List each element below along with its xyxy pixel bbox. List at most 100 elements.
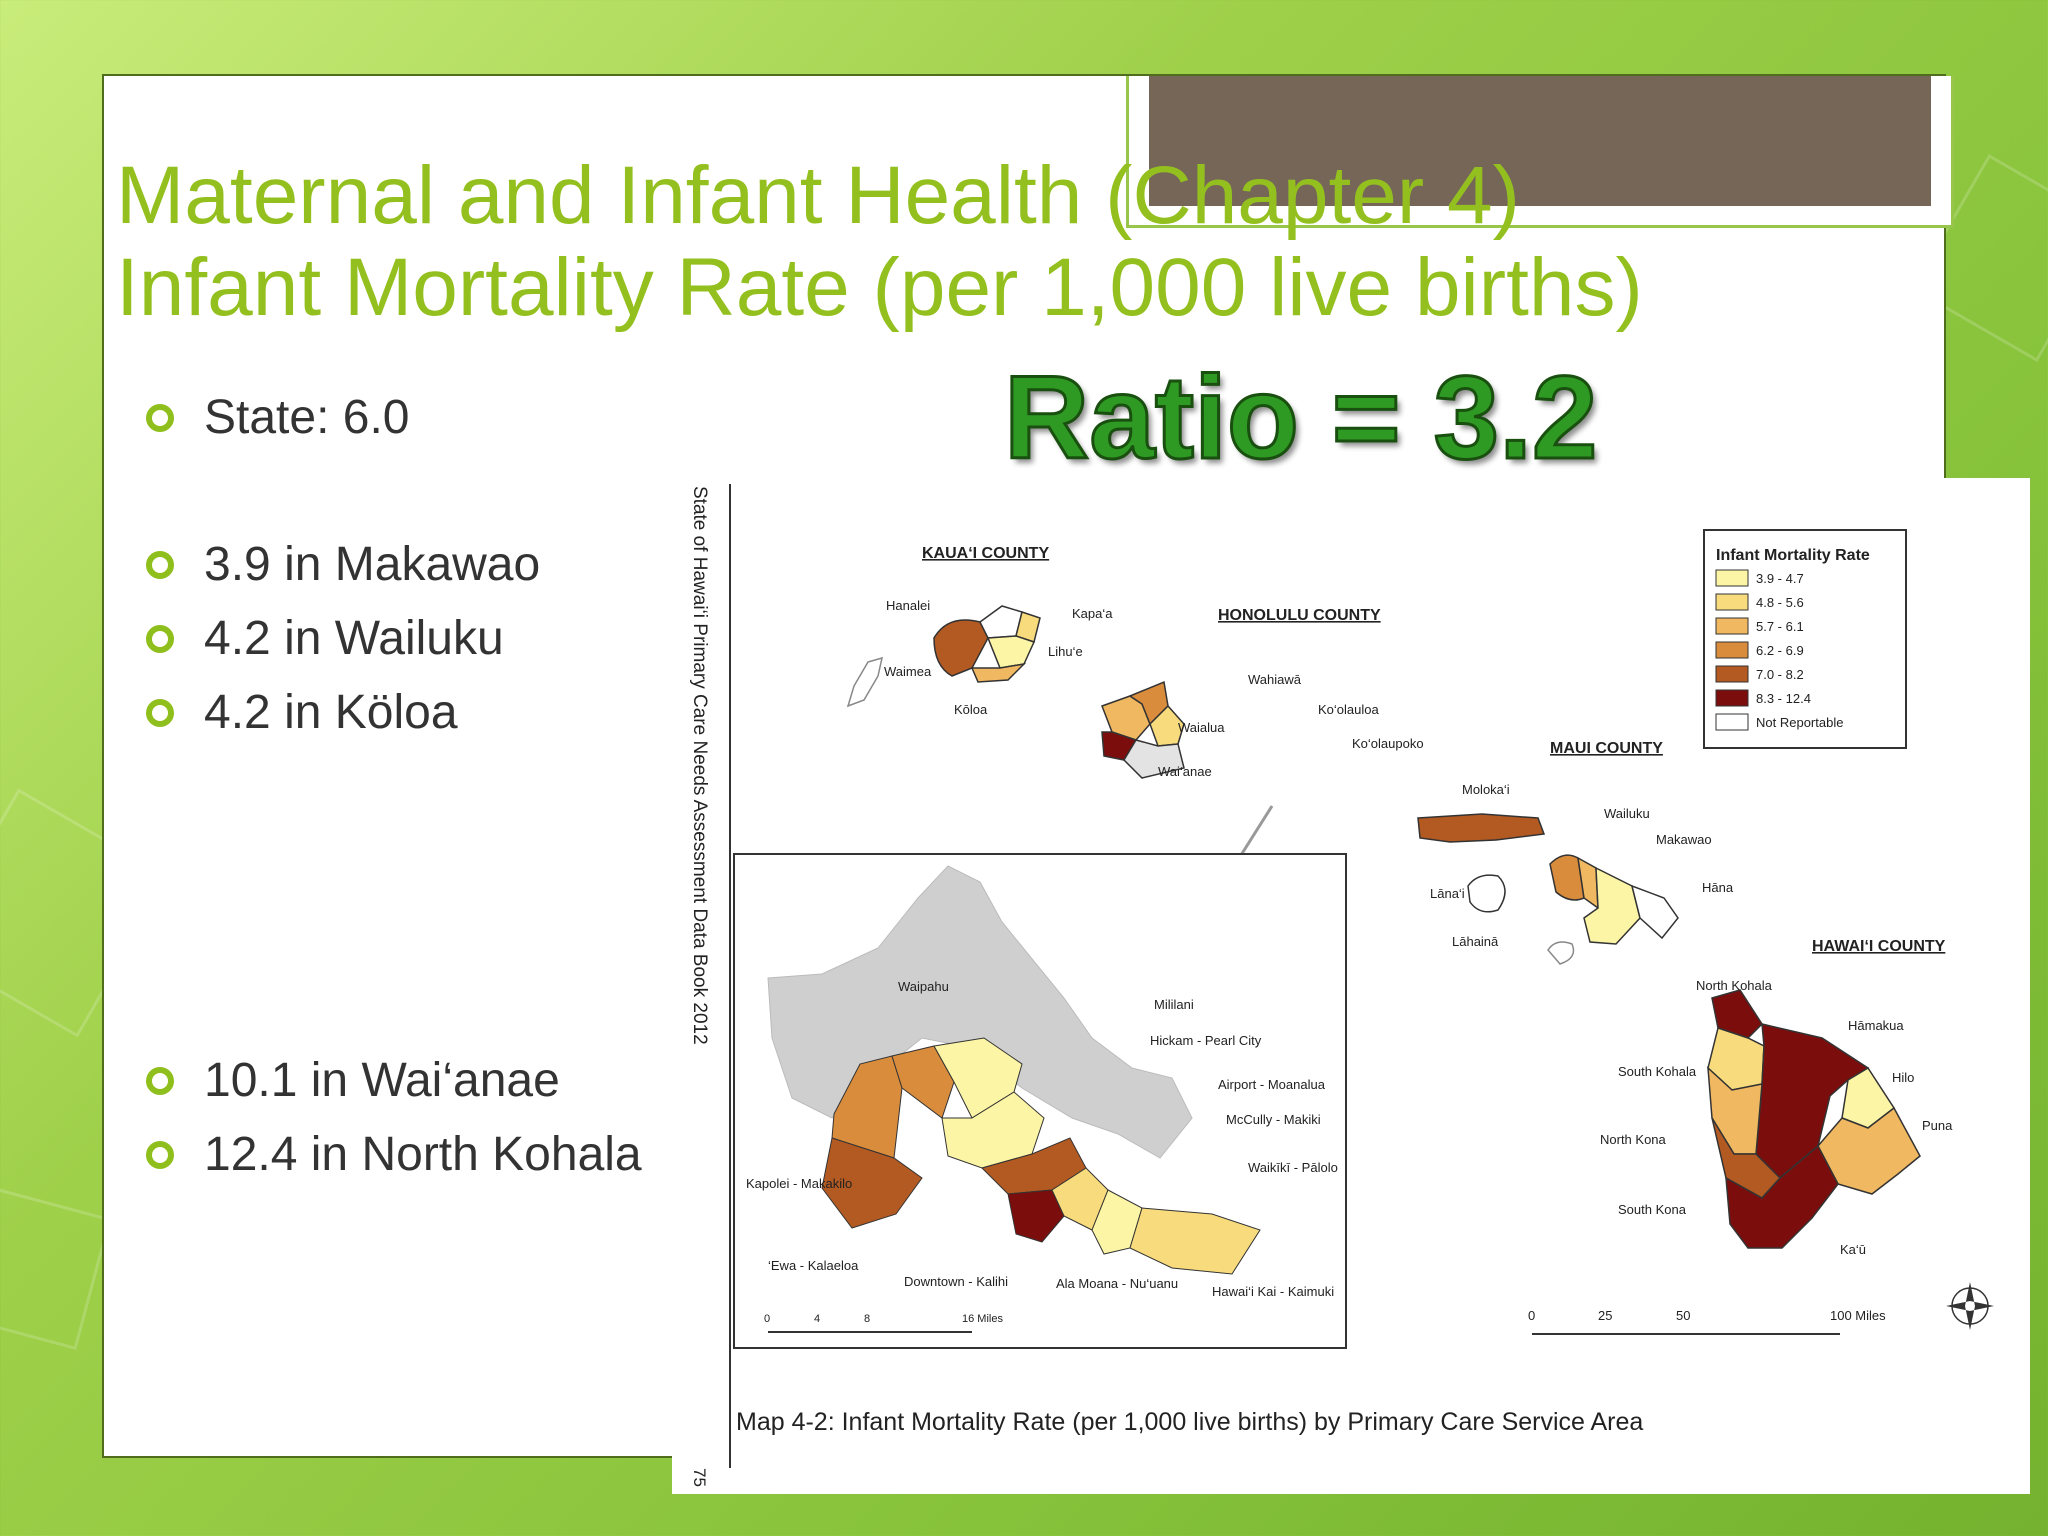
label-south-kohala: South Kohala (1618, 1064, 1697, 1079)
legend-item: 5.7 - 6.1 (1715, 617, 1804, 635)
legend-swatch (1715, 617, 1749, 635)
county-label-maui: MAUI COUNTY (1550, 740, 1663, 757)
main-scale-bar: 0 25 50 100 Miles (1528, 1308, 1886, 1335)
bullet-text: 4.2 in Wailuku (204, 612, 504, 665)
inset-region-hawaii-kai (1129, 1207, 1261, 1275)
legend-swatch (1715, 689, 1749, 707)
label-waialua: Waialua (1178, 720, 1225, 735)
bullet-text: 12.4 in North Kohala (204, 1128, 642, 1181)
kahoolawe-island (1547, 941, 1575, 965)
label-waianae: Wai‘anae (1158, 764, 1212, 779)
bullet-item: 3.9 in Makawao (146, 537, 540, 592)
region-koloa (970, 662, 1027, 683)
label-lahaina: Lāhainā (1452, 934, 1499, 949)
slide-title: Maternal and Infant Health (Chapter 4) I… (116, 150, 1643, 334)
region-hanalei (979, 605, 1023, 639)
region-koolaupoko (1149, 704, 1185, 747)
inset-region-waipahu (891, 1045, 955, 1119)
legend-label: 5.7 - 6.1 (1756, 619, 1804, 634)
region-waimea (933, 619, 989, 677)
hawaii-island (1707, 989, 1921, 1249)
label-puna: Puna (1922, 1118, 1953, 1133)
hawaii-mortality-map: State of Hawai‘i Primary Care Needs Asse… (689, 484, 1994, 1487)
oahu-island (1101, 680, 1185, 779)
inset-scale-bar: 0 4 8 16 Miles (764, 1313, 1003, 1333)
oahu-inset: Waipahu Mililani Hickam - Pearl City Air… (733, 853, 1347, 1349)
scale-tick: 16 Miles (962, 1313, 1003, 1325)
niihau-island (846, 656, 884, 708)
inset-label-hawaii-kai: Hawai‘i Kai - Kaimuki (1212, 1284, 1334, 1299)
map-figure: State of Hawai‘i Primary Care Needs Asse… (672, 478, 2030, 1494)
legend-frame (1703, 529, 1907, 749)
inset-frame (733, 853, 1347, 1349)
legend-item: 7.0 - 8.2 (1715, 665, 1804, 683)
label-lanai: Lāna‘i (1430, 886, 1465, 901)
region-honolulu-metro (1123, 739, 1185, 779)
county-label-kauai: KAUA‘I COUNTY (922, 545, 1049, 562)
label-makawao: Makawao (1656, 832, 1712, 847)
label-kapaa: Kapa‘a (1072, 606, 1113, 621)
label-koolaupoko: Ko‘olaupoko (1352, 736, 1424, 751)
bullet-icon (146, 624, 174, 653)
bullet-icon (146, 1066, 174, 1095)
region-hana (1630, 884, 1679, 940)
scale-tick: 0 (1528, 1308, 1535, 1323)
label-kau: Ka‘ū (1840, 1242, 1866, 1257)
legend-swatch (1715, 713, 1749, 731)
compass-rose-icon (1946, 1282, 1994, 1330)
legend-swatch (1715, 569, 1749, 587)
bullet-item: 10.1 in Wai‘anae (146, 1053, 560, 1108)
label-north-kohala: North Kohala (1696, 978, 1773, 993)
scale-tick: 50 (1676, 1308, 1690, 1323)
legend-swatch (1715, 641, 1749, 659)
header-tab (1126, 76, 1954, 228)
bullet-icon (146, 403, 174, 432)
bullet-icon (146, 698, 174, 727)
label-hilo: Hilo (1892, 1070, 1914, 1085)
map-legend: Infant Mortality Rate 3.9 - 4.7 4.8 - 5.… (1703, 529, 1907, 749)
scale-tick: 4 (814, 1313, 820, 1325)
background-hexagon (0, 1186, 112, 1350)
scale-tick: 8 (864, 1313, 870, 1325)
region-lanai (1467, 874, 1506, 913)
legend-label: 8.3 - 12.4 (1756, 691, 1811, 706)
inset-label-ewa: ‘Ewa - Kalaeloa (768, 1258, 859, 1273)
legend-label: 6.2 - 6.9 (1756, 643, 1804, 658)
header-tab-fill (1149, 76, 1931, 206)
label-hana: Hāna (1702, 880, 1734, 895)
label-wailuku: Wailuku (1604, 806, 1650, 821)
inset-label-airport: Airport - Moanalua (1218, 1077, 1326, 1092)
legend-swatch (1715, 593, 1749, 611)
kauai-island (846, 605, 1041, 708)
label-koloa: Kōloa (954, 702, 988, 717)
bullet-item: 12.4 in North Kohala (146, 1127, 642, 1182)
map-side-text: State of Hawai‘i Primary Care Needs Asse… (689, 486, 710, 1045)
inset-region-downtown (1007, 1189, 1065, 1243)
label-lihue: Lihu‘e (1048, 644, 1083, 659)
inset-region-hickam (941, 1091, 1045, 1169)
inset-label-kapolei: Kapolei - Makakilo (746, 1176, 852, 1191)
inset-label-waipahu: Waipahu (898, 979, 949, 994)
bullet-text: 10.1 in Wai‘anae (204, 1054, 560, 1107)
legend-label: 4.8 - 5.6 (1756, 595, 1804, 610)
bullet-icon (146, 550, 174, 579)
label-south-kona: South Kona (1618, 1202, 1687, 1217)
label-molokai: Moloka‘i (1462, 782, 1510, 797)
bullet-item: 4.2 in Köloa (146, 685, 458, 740)
label-north-kona: North Kona (1600, 1132, 1667, 1147)
label-hanalei: Hanalei (886, 598, 930, 613)
title-line-1: Maternal and Infant Health (Chapter 4) (116, 150, 1520, 241)
region-lihue (986, 635, 1036, 669)
ratio-callout: Ratio = 3.2 (1003, 351, 1600, 486)
legend-title: Infant Mortality Rate (1716, 547, 1870, 564)
legend-item: 4.8 - 5.6 (1715, 593, 1804, 611)
bullet-icon (146, 1140, 174, 1169)
inset-label-mccully: McCully - Makiki (1226, 1112, 1321, 1127)
inset-region-ewa (821, 1137, 923, 1229)
bullet-text: State: 6.0 (204, 391, 410, 444)
inset-label-waikiki: Waikīkī - Pālolo (1248, 1160, 1338, 1175)
title-line-2: Infant Mortality Rate (per 1,000 live bi… (116, 242, 1643, 333)
legend-label: 3.9 - 4.7 (1756, 571, 1804, 586)
county-label-hawaii: HAWAI‘I COUNTY (1812, 938, 1946, 955)
inset-label-mililani: Mililani (1154, 997, 1194, 1012)
